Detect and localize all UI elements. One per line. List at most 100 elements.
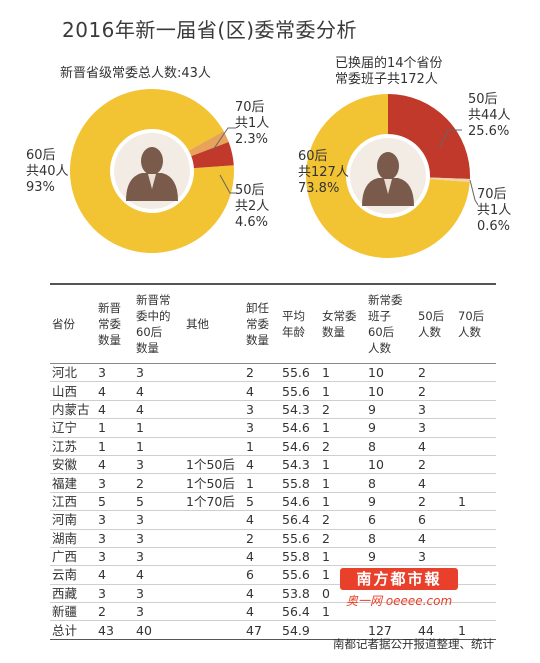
table-header-row: 省份 新晋 常委 数量 新晋常 委中的 60后 数量 其他 卸任 常委 数量 平均 年龄女… [50, 285, 496, 364]
table-cell: 1 [134, 418, 184, 438]
table-row: 内蒙古 4 4 3 54.3 2 9 3 [50, 400, 496, 420]
table-cell: 3 [416, 400, 456, 420]
table-cell: 3 [96, 363, 134, 383]
table-cell: 54.3 [280, 455, 320, 475]
table-cell: 江苏 [50, 437, 96, 456]
donut2-slice-2 [429, 177, 470, 182]
table-cell: 4 [244, 510, 280, 530]
table-cell: 4 [416, 473, 456, 493]
watermark-logo: 南方都市報 [340, 568, 458, 590]
table-cell: 40 [134, 620, 184, 640]
table-cell [184, 602, 244, 622]
donut2-leader-50 [439, 129, 462, 148]
province-table: 省份 新晋 常委 数量 新晋常 委中的 60后 数量 其他 卸任 常委 数量 平均 年龄女… [50, 283, 496, 640]
watermark: 南方都市報 奥一网 oeeee.com [340, 568, 458, 612]
table-cell: 54.6 [280, 437, 320, 456]
table-cell: 江西 [50, 492, 96, 512]
table-cell: 9 [366, 492, 416, 512]
table-cell: 54.3 [280, 400, 320, 420]
table-cell: 6 [366, 510, 416, 530]
table-cell [456, 418, 496, 438]
table-cell: 辽宁 [50, 418, 96, 438]
donut1-label-70s: 70后共1人 2.3% [235, 100, 269, 147]
table-cell: 54.6 [280, 418, 320, 438]
table-cell: 4 [96, 455, 134, 475]
table-cell: 6 [244, 565, 280, 585]
table-cell: 4 [96, 400, 134, 420]
table-cell: 2 [320, 437, 366, 456]
table-cell [184, 437, 244, 456]
table-row: 安徽 4 3 1个50后 4 54.3 1 10 2 [50, 455, 496, 475]
donut1-leader-70 [212, 127, 236, 151]
table-cell: 55.8 [280, 547, 320, 567]
table-cell: 1 [456, 620, 496, 640]
table-cell: 总计 [50, 620, 96, 640]
total-row: 总计 43 40 47 54.9 127 44 1 [50, 620, 496, 640]
table-cell [184, 547, 244, 567]
table-row: 山西 4 4 4 55.6 1 10 2 [50, 381, 496, 401]
donut1-slice-1 [70, 89, 234, 253]
table-cell: 1 [456, 492, 496, 512]
table-row: 福建 3 2 1个50后 1 55.8 1 8 4 [50, 473, 496, 493]
table-cell: 3 [134, 363, 184, 383]
table-cell [320, 620, 366, 640]
table-cell [184, 418, 244, 438]
table-cell: 3 [134, 584, 184, 604]
table-cell: 1 [96, 418, 134, 438]
table-cell: 55.6 [280, 529, 320, 548]
table-cell [184, 510, 244, 530]
watermark-site: 奥一网 oeeee.com [346, 594, 453, 608]
table-cell: 2 [320, 529, 366, 548]
credit-line: 南都记者据公开报道整理、统计 [333, 637, 494, 651]
table-cell [456, 363, 496, 383]
table-cell: 4 [96, 565, 134, 585]
table-cell: 3 [134, 455, 184, 475]
table-cell: 3 [134, 510, 184, 530]
table-cell: 1 [320, 473, 366, 493]
table-cell [184, 529, 244, 548]
column-header: 平均 年龄 [280, 285, 320, 364]
table-cell: 1个50后 [184, 455, 244, 475]
table-cell [456, 437, 496, 456]
table-cell: 1 [244, 473, 280, 493]
table-cell: 4 [244, 602, 280, 622]
table-cell [456, 547, 496, 567]
table-cell: 3 [244, 400, 280, 420]
table-cell: 127 [366, 620, 416, 640]
table-cell: 3 [134, 547, 184, 567]
table-row: 江苏 1 1 1 54.6 2 8 4 [50, 437, 496, 456]
table-cell: 8 [366, 473, 416, 493]
table-cell: 4 [134, 565, 184, 585]
table-cell: 10 [366, 455, 416, 475]
table-cell [184, 620, 244, 640]
table-cell: 44 [416, 620, 456, 640]
table-cell: 9 [366, 418, 416, 438]
table-cell: 1个70后 [184, 492, 244, 512]
table-cell: 5 [96, 492, 134, 512]
table-cell: 4 [134, 400, 184, 420]
table-cell: 54.6 [280, 492, 320, 512]
table-cell: 4 [244, 381, 280, 401]
table-cell: 4 [96, 381, 134, 401]
column-header: 其他 [184, 285, 244, 364]
table-cell: 1 [320, 363, 366, 383]
table-cell: 5 [134, 492, 184, 512]
table-cell: 55.8 [280, 473, 320, 493]
table-cell: 55.6 [280, 565, 320, 585]
table-cell [184, 363, 244, 383]
table-cell: 55.6 [280, 381, 320, 401]
table-cell: 56.4 [280, 602, 320, 622]
donut-charts: 新晋省级常委总人数:43人 60后共40人 93% 70后共1人 2.3% 50后共2人 4… [26, 55, 511, 259]
table-cell: 1 [134, 437, 184, 456]
table-cell: 广西 [50, 547, 96, 567]
table-cell: 安徽 [50, 455, 96, 475]
table-row: 江西 5 5 1个70后 5 54.6 1 9 2 1 [50, 492, 496, 512]
table-cell: 2 [416, 381, 456, 401]
table-row: 辽宁 1 1 3 54.6 1 9 3 [50, 418, 496, 438]
table-cell: 2 [320, 400, 366, 420]
table-cell: 43 [96, 620, 134, 640]
table-row: 河北 3 3 2 55.6 1 10 2 [50, 363, 496, 383]
table-cell: 3 [96, 510, 134, 530]
donut1-label-50s: 50后共2人 4.6% [235, 183, 269, 230]
table-cell: 9 [366, 547, 416, 567]
